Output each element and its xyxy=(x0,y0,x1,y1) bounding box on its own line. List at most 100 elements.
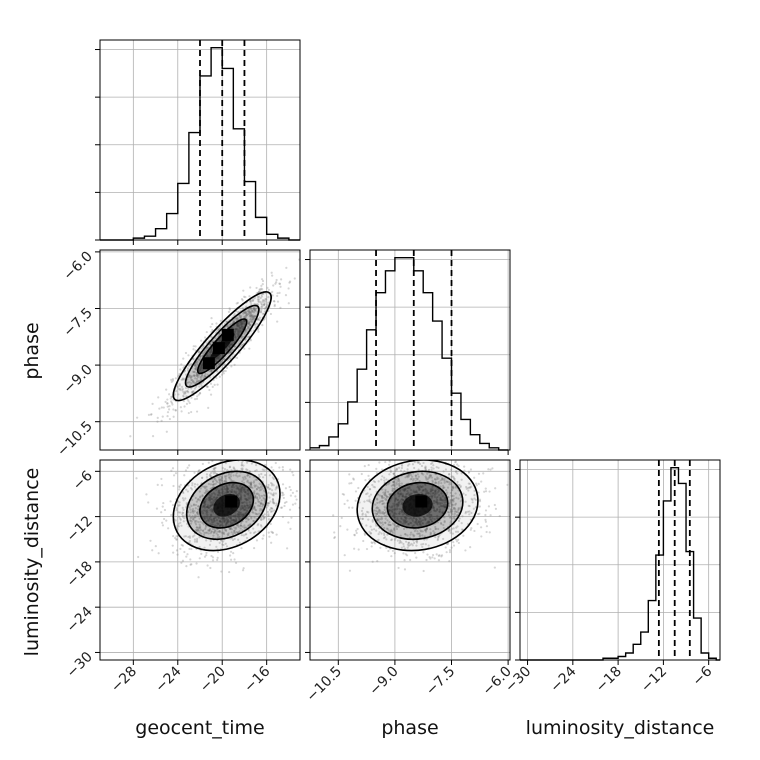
scatter-point xyxy=(407,522,410,526)
scatter-point xyxy=(218,489,221,492)
scatter-point xyxy=(195,374,198,377)
scatter-point xyxy=(256,298,260,301)
scatter-point xyxy=(392,480,395,483)
scatter-point xyxy=(172,484,175,488)
scatter-point xyxy=(166,405,169,408)
scatter-point xyxy=(451,499,454,502)
scatter-point xyxy=(237,492,240,495)
scatter-point xyxy=(264,298,267,301)
scatter-point xyxy=(180,543,183,547)
scatter-point xyxy=(198,517,201,520)
scatter-point xyxy=(403,547,407,550)
scatter-point xyxy=(408,493,411,496)
scatter-point xyxy=(181,513,184,516)
scatter-point xyxy=(250,494,253,497)
scatter-point xyxy=(452,494,455,497)
scatter-point xyxy=(256,318,259,321)
scatter-point xyxy=(182,511,185,515)
scatter-point xyxy=(333,536,336,539)
scatter-point xyxy=(449,521,452,524)
scatter-point xyxy=(450,503,453,506)
scatter-point xyxy=(253,485,257,488)
scatter-point xyxy=(489,514,492,517)
scatter-point xyxy=(477,491,480,494)
scatter-point xyxy=(197,529,200,532)
scatter-point xyxy=(470,511,473,515)
scatter-point xyxy=(342,493,346,496)
contour-line xyxy=(172,291,272,402)
scatter-point xyxy=(163,508,167,512)
scatter-point xyxy=(475,484,478,487)
scatter-point xyxy=(239,488,243,491)
scatter-point xyxy=(160,419,163,422)
scatter-point xyxy=(200,365,203,369)
scatter-point xyxy=(230,531,233,534)
scatter-point xyxy=(408,494,411,497)
scatter-point xyxy=(197,528,200,531)
scatter-point xyxy=(395,508,398,511)
scatter-point xyxy=(253,546,256,550)
scatter-point xyxy=(229,473,232,476)
scatter-point xyxy=(215,498,218,501)
scatter-point xyxy=(206,490,210,493)
scatter-point xyxy=(210,317,213,320)
scatter-point xyxy=(260,525,263,528)
scatter-point xyxy=(202,516,205,519)
scatter-point xyxy=(248,323,251,326)
scatter-point xyxy=(418,488,421,492)
scatter-point xyxy=(258,512,261,515)
scatter-point xyxy=(228,308,232,311)
scatter-point xyxy=(273,305,276,308)
scatter-point xyxy=(241,486,244,489)
scatter-point xyxy=(385,478,388,481)
scatter-point xyxy=(253,507,256,510)
scatter-point xyxy=(254,512,257,515)
scatter-point xyxy=(394,497,398,500)
scatter-point xyxy=(209,349,213,352)
scatter-point xyxy=(472,507,475,510)
scatter-point xyxy=(247,322,250,325)
scatter-point xyxy=(240,486,243,490)
scatter-point xyxy=(160,406,163,409)
scatter-point xyxy=(450,494,453,497)
scatter-point xyxy=(422,461,425,465)
scatter-point xyxy=(489,468,492,471)
scatter-point xyxy=(343,502,346,506)
scatter-point xyxy=(205,330,208,334)
scatter-point xyxy=(427,492,430,495)
scatter-point xyxy=(429,490,433,493)
scatter-point xyxy=(376,512,379,516)
scatter-point xyxy=(255,492,258,496)
scatter-point xyxy=(402,499,405,502)
scatter-point xyxy=(180,561,183,564)
scatter-point xyxy=(249,299,252,303)
scatter-point xyxy=(424,517,427,520)
scatter-point xyxy=(272,299,276,303)
scatter-point xyxy=(389,506,393,509)
scatter-point xyxy=(165,388,168,391)
scatter-point xyxy=(253,315,256,318)
scatter-point xyxy=(257,530,260,533)
scatter-point xyxy=(416,521,419,524)
scatter-point xyxy=(162,501,165,505)
scatter-point xyxy=(390,538,393,542)
scatter-point xyxy=(206,564,209,567)
scatter-point xyxy=(455,496,458,499)
scatter-point xyxy=(217,355,221,358)
scatter-point xyxy=(208,498,212,501)
scatter-point xyxy=(391,530,394,533)
scatter-point xyxy=(229,550,233,553)
scatter-point xyxy=(242,464,245,467)
scatter-point xyxy=(406,520,409,523)
scatter-point xyxy=(371,483,374,487)
scatter-point xyxy=(208,388,211,392)
scatter-point xyxy=(239,524,242,527)
scatter-point xyxy=(212,496,215,499)
scatter-point xyxy=(156,420,159,423)
scatter-point xyxy=(218,530,221,533)
scatter-point xyxy=(460,472,463,475)
scatter-point xyxy=(448,473,451,476)
scatter-point xyxy=(252,519,255,523)
scatter-point xyxy=(204,500,207,503)
scatter-point xyxy=(202,344,205,348)
